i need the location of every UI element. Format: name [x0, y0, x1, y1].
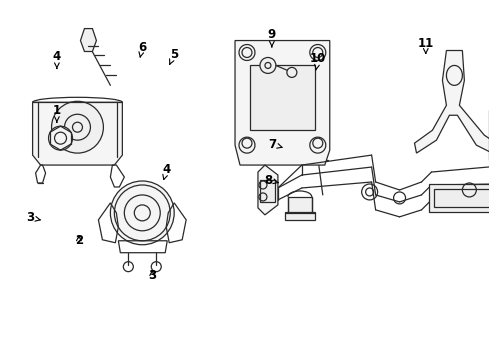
- Polygon shape: [309, 113, 329, 136]
- Circle shape: [287, 67, 297, 77]
- Text: 10: 10: [310, 51, 326, 70]
- Bar: [260, 180, 275, 202]
- Bar: [285, 212, 315, 220]
- Circle shape: [110, 181, 174, 245]
- Bar: [288, 197, 312, 213]
- Text: 4: 4: [163, 163, 171, 180]
- Text: 11: 11: [417, 37, 434, 53]
- Text: 3: 3: [26, 211, 40, 224]
- Text: 1: 1: [53, 104, 61, 122]
- Polygon shape: [235, 41, 330, 165]
- Text: 3: 3: [148, 269, 156, 282]
- Polygon shape: [258, 165, 278, 215]
- Circle shape: [49, 126, 73, 150]
- Circle shape: [260, 58, 276, 73]
- Text: 7: 7: [268, 138, 282, 150]
- Circle shape: [51, 101, 103, 153]
- Polygon shape: [33, 102, 122, 165]
- Text: 5: 5: [170, 48, 178, 64]
- Text: 6: 6: [138, 41, 147, 57]
- Text: 9: 9: [268, 28, 276, 47]
- Bar: [435, 189, 490, 207]
- Text: 2: 2: [75, 234, 83, 247]
- Polygon shape: [415, 50, 490, 155]
- Text: 4: 4: [53, 50, 61, 68]
- Text: 8: 8: [264, 174, 278, 186]
- Polygon shape: [80, 28, 97, 51]
- Bar: [429, 184, 490, 212]
- Bar: [250, 66, 315, 130]
